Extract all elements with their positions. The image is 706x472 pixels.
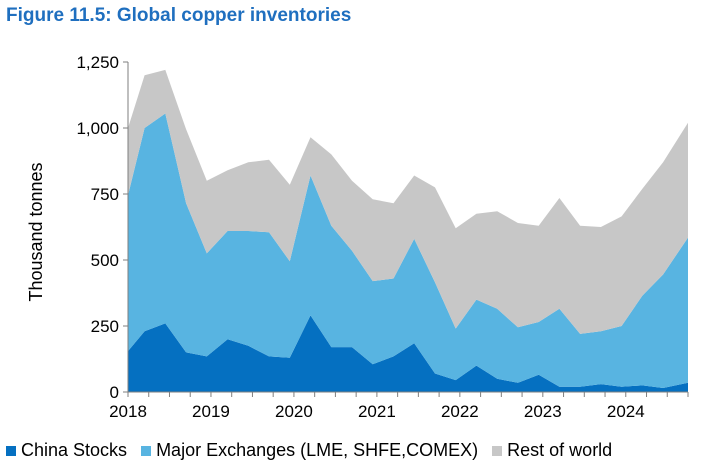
y-tick-label: 0 [110,383,119,402]
legend-label-china: China Stocks [21,440,128,460]
y-tick-label: 1,250 [76,53,119,72]
y-tick-label: 750 [91,185,119,204]
y-tick-label: 500 [91,251,119,270]
figure-title: Figure 11.5: Global copper inventories [6,5,352,26]
legend-swatch-exchanges [141,445,152,456]
x-tick-label: 2020 [275,402,313,421]
area-major-exchanges [128,113,688,388]
legend-label-rest: Rest of world [507,440,613,460]
legend-item-china: China Stocks [6,440,127,461]
area-layers [128,69,688,392]
y-tick-label: 1,000 [76,119,119,138]
legend-swatch-rest [492,445,503,456]
area-china-stocks [128,315,688,392]
legend: China Stocks Major Exchanges (LME, SHFE,… [6,440,626,461]
legend-label-exchanges: Major Exchanges (LME, SHFE,COMEX) [156,440,479,460]
legend-item-rest: Rest of world [492,440,612,461]
axes: 0 250 500 750 1,000 1,250 2018 2019 2020 2021 2022… [76,53,689,421]
y-tick-label: 250 [91,317,119,336]
x-tick-label: 2018 [109,402,147,421]
x-tick-label: 2019 [192,402,230,421]
x-tick-label: 2023 [524,402,562,421]
legend-item-exchanges: Major Exchanges (LME, SHFE,COMEX) [141,440,478,461]
legend-swatch-china [6,445,16,456]
x-tick-label: 2022 [441,402,479,421]
area-rest-of-world [128,69,688,334]
x-tick-label: 2021 [358,402,396,421]
x-tick-label: 2024 [607,402,645,421]
y-axis-label: Thousand tonnes [26,162,46,301]
